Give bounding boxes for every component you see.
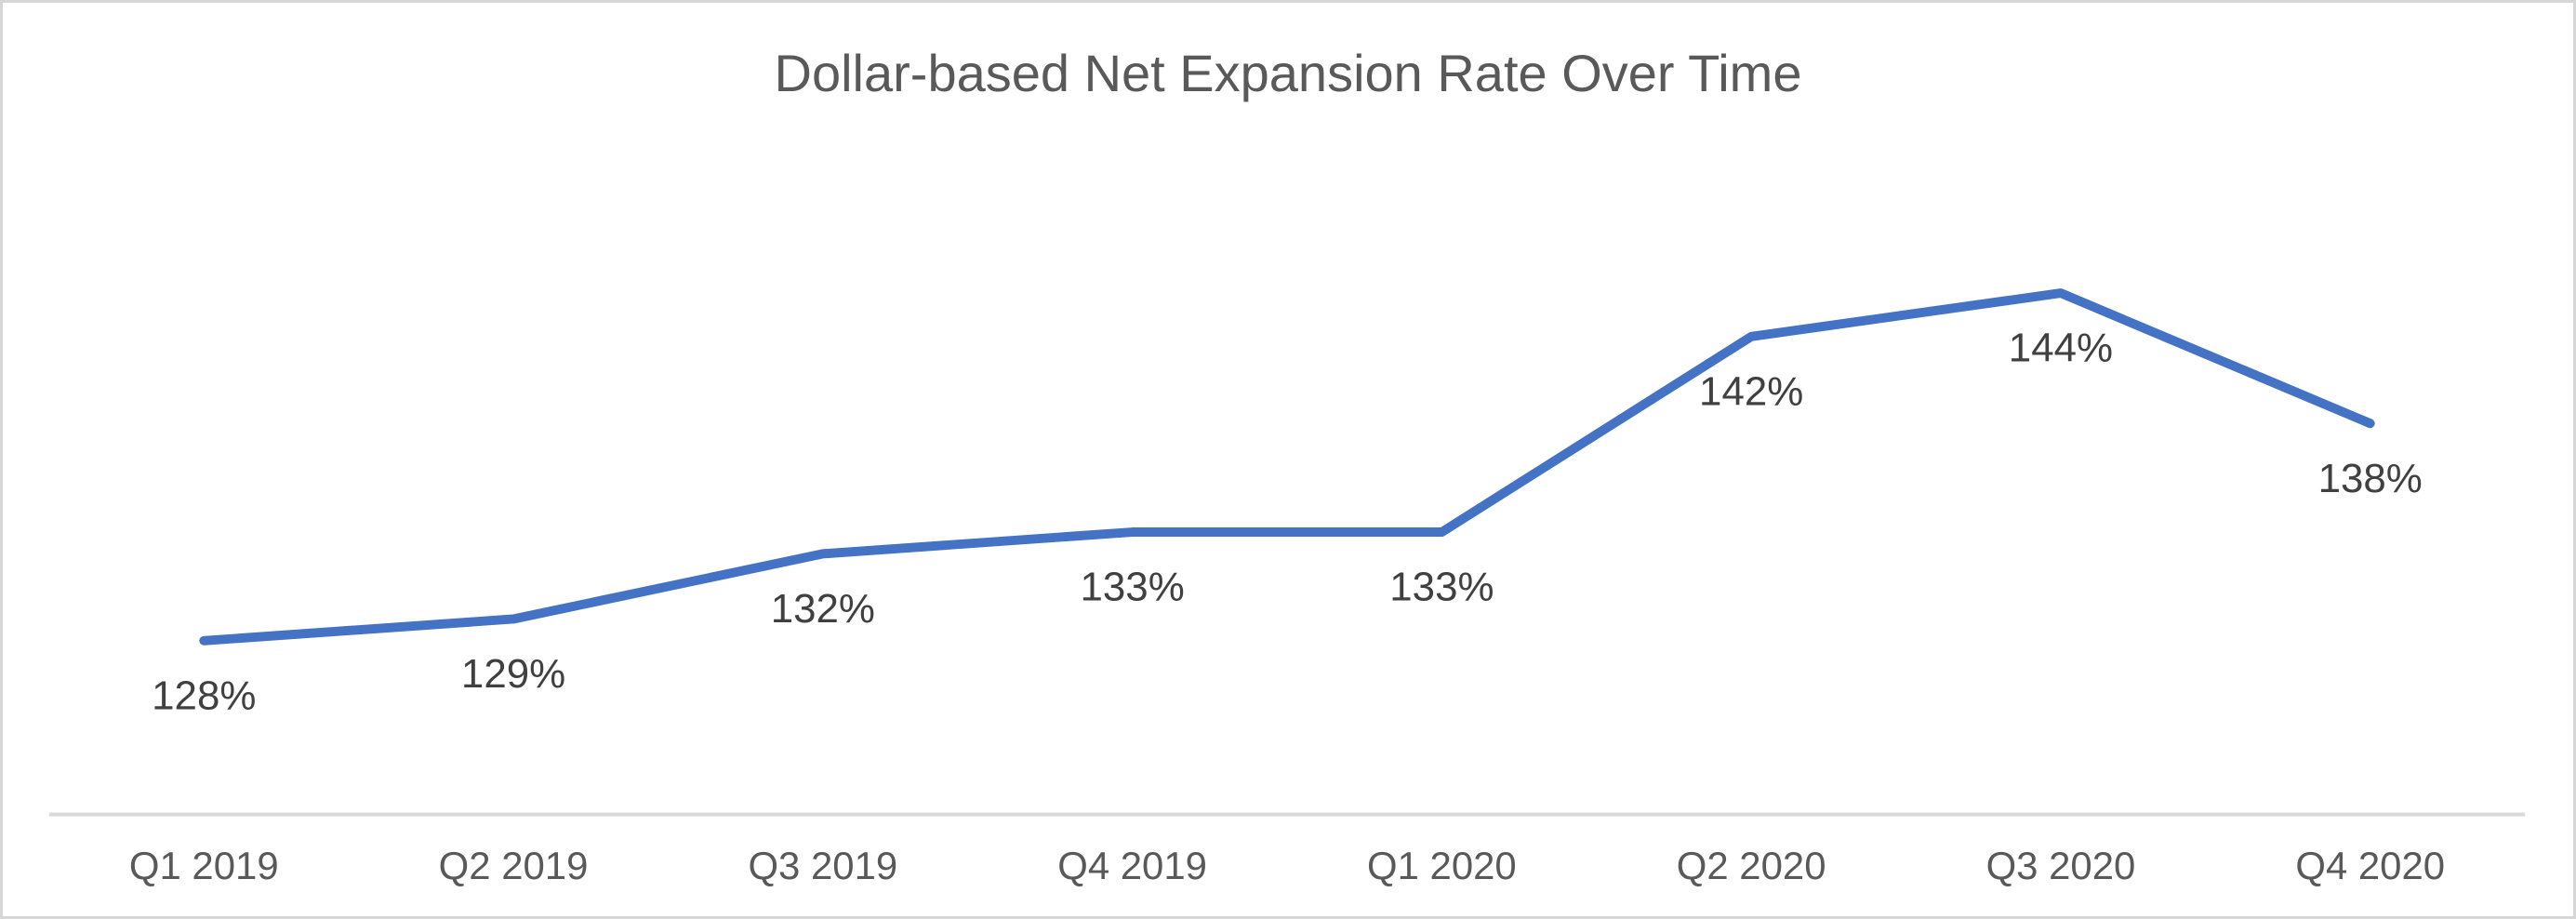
x-axis-label: Q1 2020 <box>1367 844 1517 887</box>
chart-title: Dollar-based Net Expansion Rate Over Tim… <box>774 44 1802 102</box>
data-label: 144% <box>2009 326 2113 371</box>
data-label: 138% <box>2318 456 2423 501</box>
x-axis-label: Q3 2020 <box>1986 844 2136 887</box>
x-axis-label: Q2 2019 <box>439 844 589 887</box>
data-label: 133% <box>1080 565 1184 610</box>
data-label: 129% <box>461 651 565 697</box>
x-axis-labels-group: Q1 2019 Q2 2019 Q3 2019 Q4 2019 Q1 2020 Q2 20… <box>129 844 2445 887</box>
x-axis-label: Q2 2020 <box>1677 844 1826 887</box>
data-label: 142% <box>1699 368 1803 414</box>
line-chart: 128% 129% 132% 133% 133% 142% 144% 138% Q1 2019… <box>48 288 2526 887</box>
x-axis-label: Q1 2019 <box>129 844 279 887</box>
x-axis-label: Q4 2020 <box>2295 844 2445 887</box>
data-labels-group: 128% 129% 132% 133% 133% 142% 144% 138% <box>152 326 2423 719</box>
x-axis-label: Q3 2019 <box>748 844 897 887</box>
data-label: 132% <box>771 586 875 632</box>
data-label: 128% <box>152 673 256 718</box>
data-label: 133% <box>1389 565 1494 610</box>
x-axis-label: Q4 2019 <box>1057 844 1207 887</box>
line-series <box>199 288 2375 646</box>
